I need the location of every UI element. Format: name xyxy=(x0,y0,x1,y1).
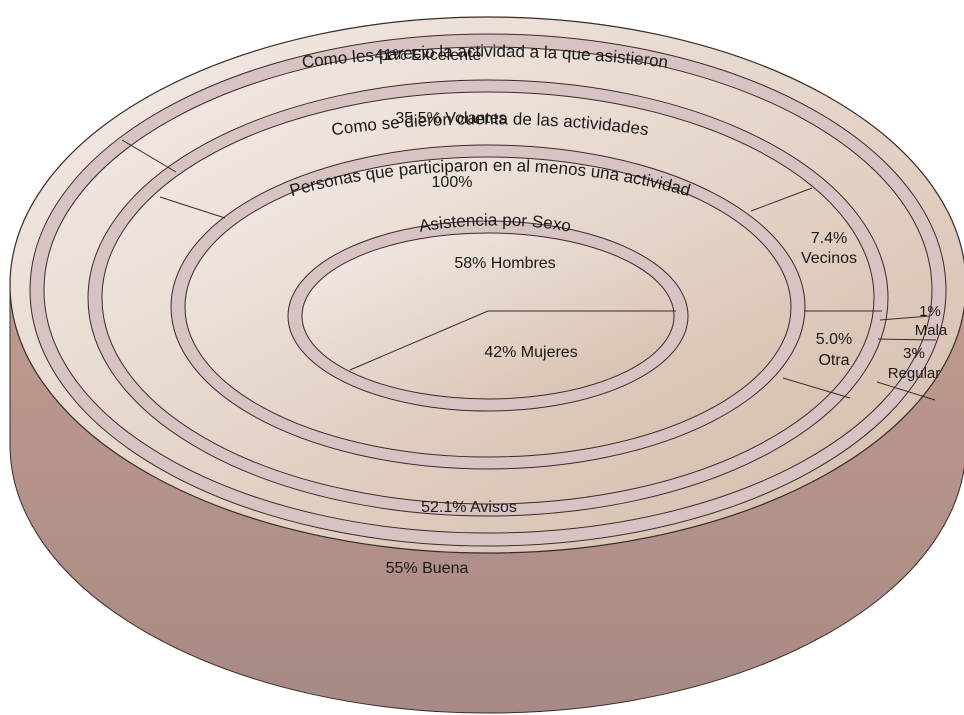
divider-mala-top xyxy=(879,315,931,321)
divider-vecinos-top xyxy=(750,187,813,212)
divider-mala-regular xyxy=(877,338,937,341)
slice-name-regular: Regular xyxy=(888,365,941,382)
slice-name-otra: Otra xyxy=(818,352,849,369)
divider-regular-buena xyxy=(876,381,936,401)
slice-label-avisos: 52.1% Avisos xyxy=(421,499,517,516)
slice-value-otra: 5.0% xyxy=(816,331,852,348)
slice-label-mujeres: 42% Mujeres xyxy=(484,344,577,361)
slice-value-mala: 1% xyxy=(919,303,941,320)
slice-value-regular: 3% xyxy=(903,345,925,362)
band-3-inner xyxy=(301,232,675,400)
divider-center-low xyxy=(349,310,489,371)
slice-label-excelente: 41% Excelente xyxy=(375,47,482,64)
slice-value-vecinos: 7.4% xyxy=(811,230,847,247)
slice-name-mala: Mala xyxy=(915,322,948,339)
divider-otra-avisos xyxy=(782,377,851,399)
slice-label-hombres: 58% Hombres xyxy=(454,255,555,272)
divider-middle-left xyxy=(159,196,226,219)
divider-outer-left xyxy=(121,139,177,173)
slice-label-participaron: 100% xyxy=(432,174,473,191)
slice-name-vecinos: Vecinos xyxy=(801,250,857,267)
slice-label-volantes: 35.5% Volantes xyxy=(395,110,506,127)
slice-label-buena: 55% Buena xyxy=(386,560,469,577)
